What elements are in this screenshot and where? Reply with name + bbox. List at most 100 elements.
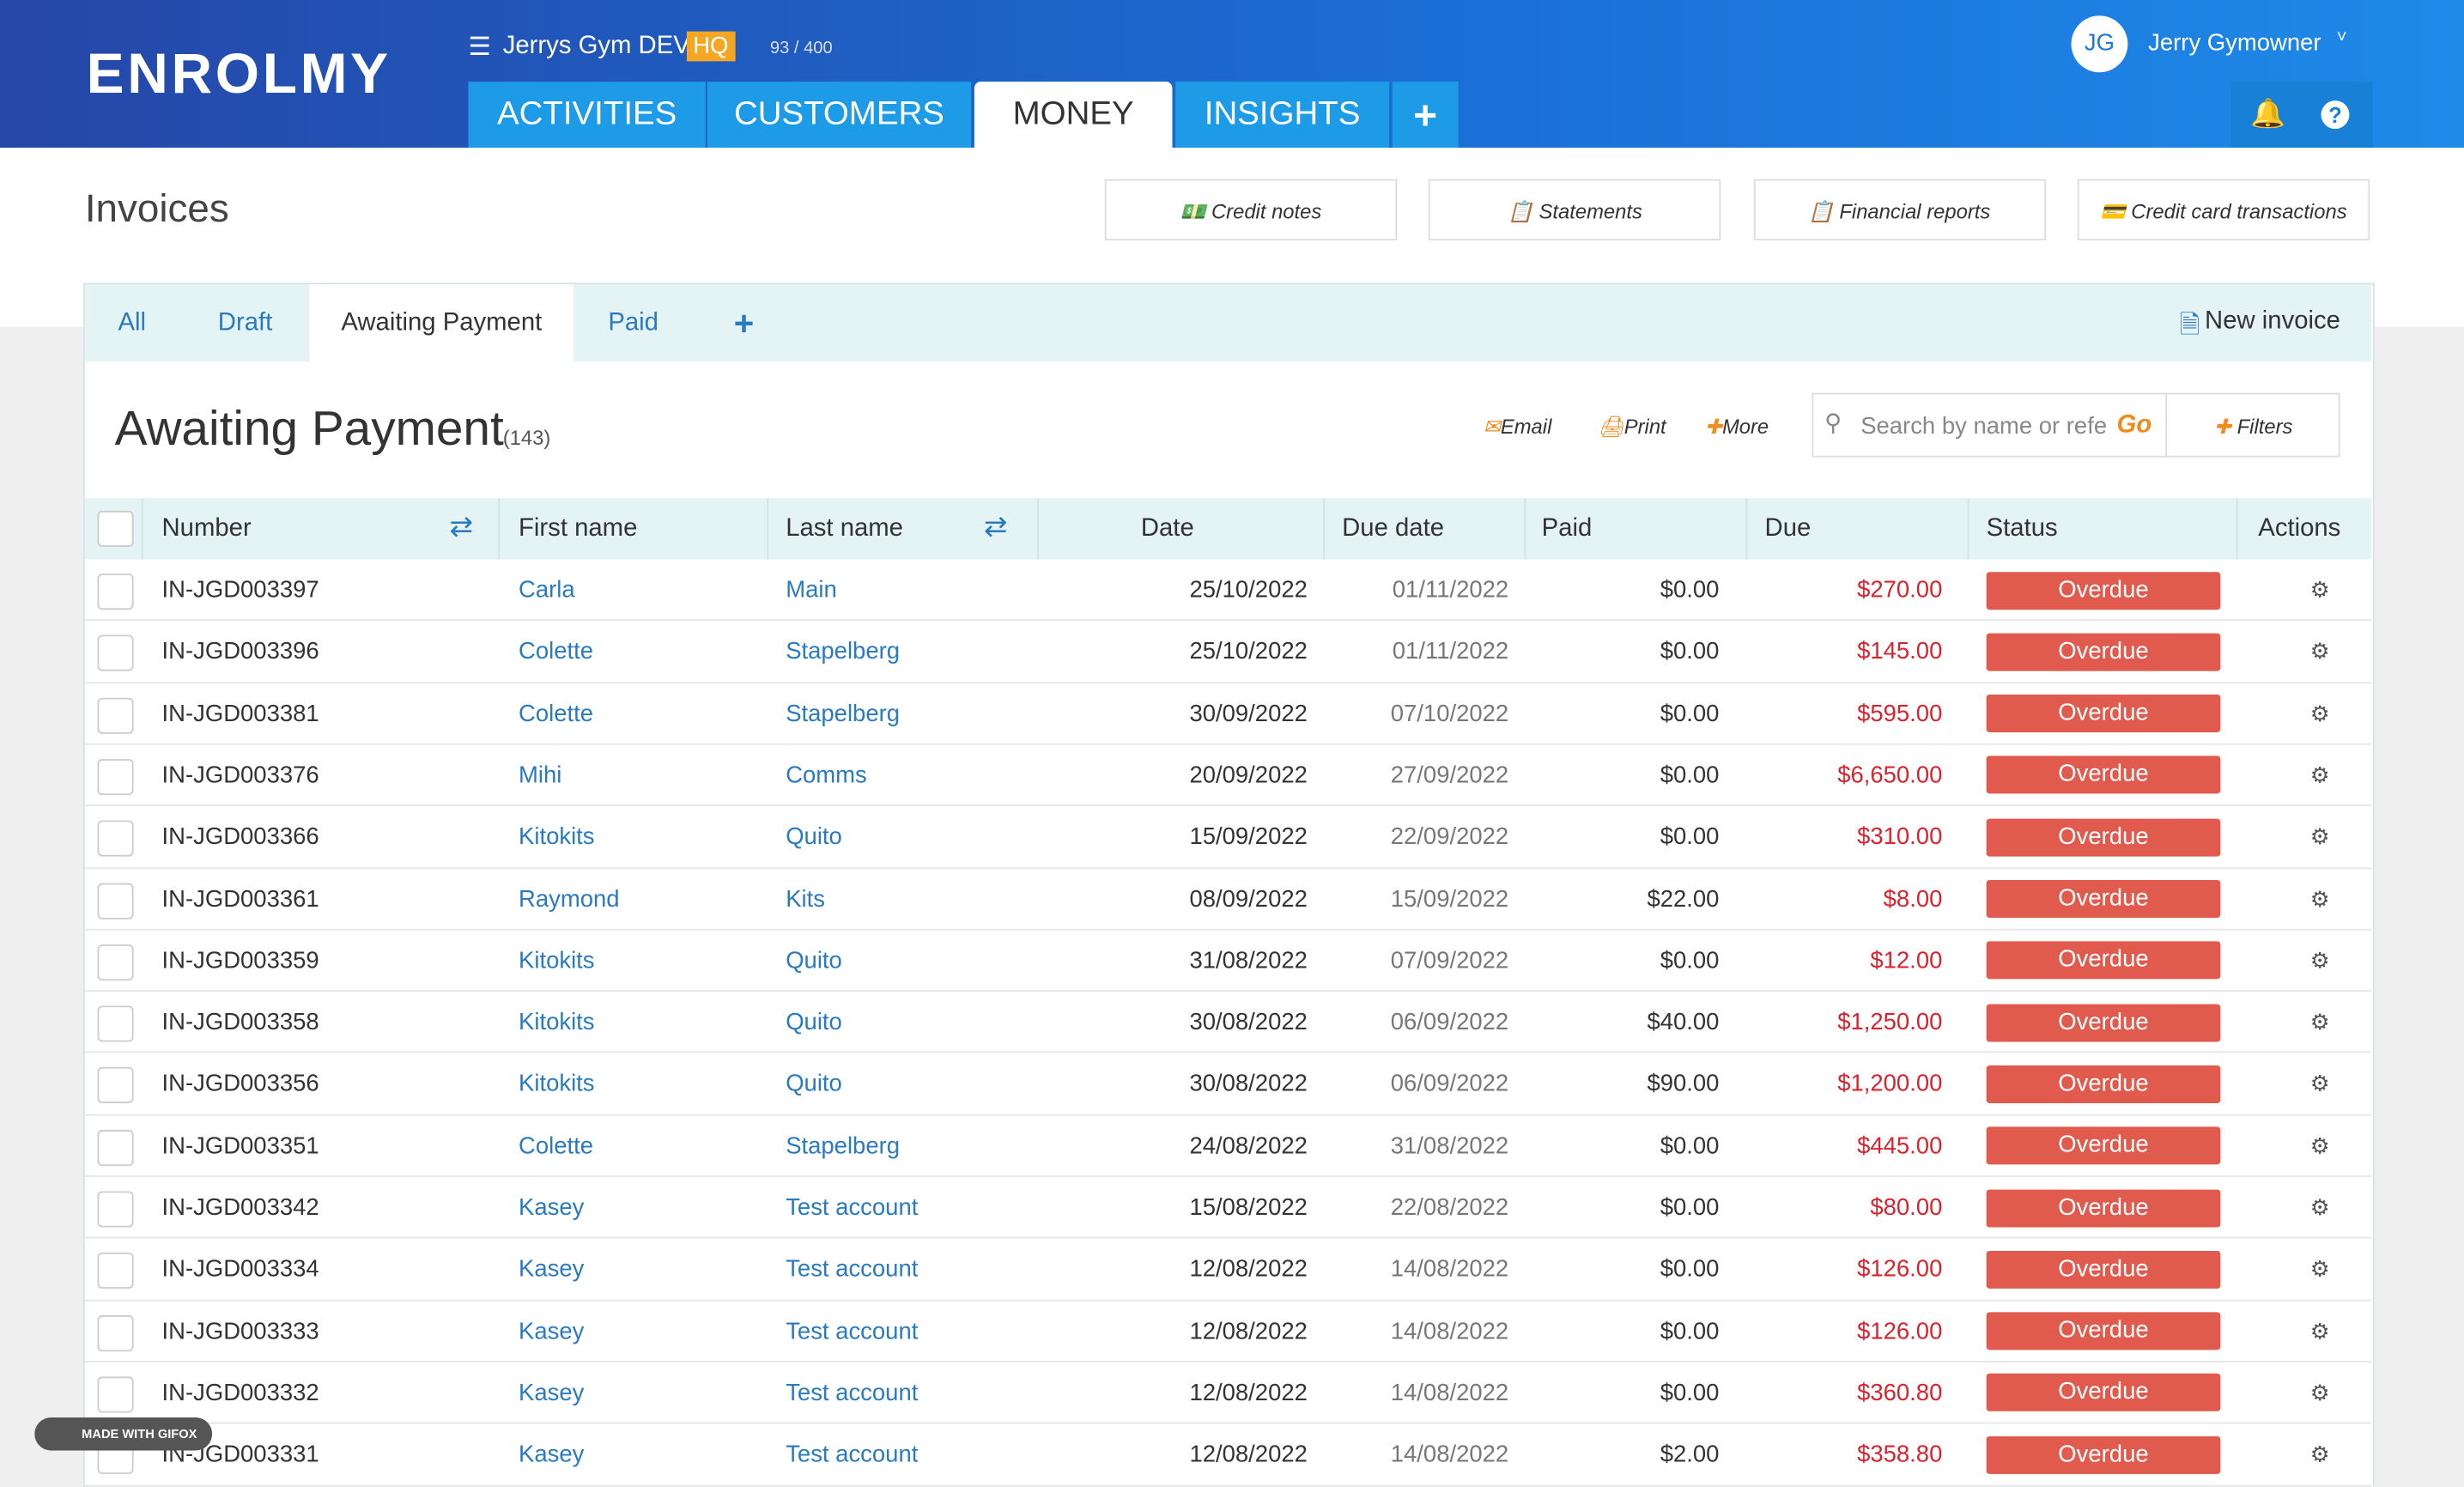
last-name[interactable]: Kits [786,885,825,913]
first-name[interactable]: Carla [519,576,575,604]
menu-icon[interactable]: ☰ [468,34,491,62]
search-placeholder[interactable]: Search by name or refe [1860,413,2108,440]
last-name[interactable]: Test account [786,1256,919,1284]
search-box[interactable] [1812,392,2340,458]
row-checkbox[interactable] [97,1067,134,1104]
invoice-number[interactable]: IN-JGD003334 [161,1256,319,1284]
nav-tab[interactable]: MONEY [974,82,1173,149]
row-checkbox[interactable] [97,696,134,734]
row-actions[interactable]: ⚙ [2309,1256,2330,1282]
last-name[interactable]: Stapelberg [786,1132,901,1160]
row-checkbox[interactable] [97,574,134,610]
row-checkbox[interactable] [97,1129,134,1166]
first-name[interactable]: Kasey [519,1317,585,1345]
row-actions[interactable]: ⚙ [2309,1132,2330,1158]
invoice-number[interactable]: IN-JGD003381 [161,700,319,727]
row-actions[interactable]: ⚙ [2309,638,2330,664]
new-invoice[interactable]: New invoice [2205,307,2340,335]
first-name[interactable]: Kitokits [519,947,595,974]
first-name[interactable]: Kitokits [519,1009,595,1036]
first-name[interactable]: Kitokits [519,1071,595,1098]
first-name[interactable]: Mihi [519,762,562,789]
toolbar-action[interactable]: ✚More [1705,415,1769,440]
row-checkbox[interactable] [97,758,134,795]
invoice-number[interactable]: IN-JGD003356 [161,1071,319,1098]
invoice-number[interactable]: IN-JGD003396 [161,638,319,665]
row-actions[interactable]: ⚙ [2309,1317,2330,1344]
nav-tab[interactable]: INSIGHTS [1175,82,1390,149]
go-button[interactable]: Go [2116,411,2152,439]
filter-tab[interactable]: Paid [608,309,658,337]
first-name[interactable]: Kasey [519,1194,585,1222]
last-name[interactable]: Stapelberg [786,638,901,665]
filters[interactable]: ✚ Filters [2214,415,2293,439]
select-all[interactable] [97,510,134,547]
invoice-number[interactable]: IN-JGD003351 [161,1132,319,1160]
filter-tab[interactable]: Awaiting Payment [309,284,574,363]
action-button[interactable]: 📋 Statements [1429,179,1721,241]
row-checkbox[interactable] [97,944,134,980]
last-name[interactable]: Test account [786,1194,919,1222]
invoice-number[interactable]: IN-JGD003342 [161,1194,319,1222]
add-filter-tab[interactable]: + [733,303,755,343]
row-actions[interactable]: ⚙ [2309,1194,2330,1220]
row-actions[interactable]: ⚙ [2309,1441,2330,1467]
add-tab[interactable]: + [1392,82,1459,149]
row-checkbox[interactable] [97,1191,134,1228]
org-name[interactable]: Jerrys Gym DEV [502,33,690,60]
row-checkbox[interactable] [97,1376,134,1413]
invoice-number[interactable]: IN-JGD003361 [161,885,319,913]
invoice-number[interactable]: IN-JGD003332 [161,1379,319,1407]
row-checkbox[interactable] [97,1253,134,1290]
last-name[interactable]: Comms [786,762,867,789]
invoice-number[interactable]: IN-JGD003359 [161,947,319,974]
help-icon[interactable]: ? [2321,100,2350,130]
first-name[interactable]: Colette [519,700,594,727]
invoice-number[interactable]: IN-JGD003376 [161,762,319,789]
first-name[interactable]: Colette [519,1132,594,1160]
row-actions[interactable]: ⚙ [2309,1071,2330,1096]
action-button[interactable]: 💵 Credit notes [1104,179,1398,241]
sort-icon[interactable]: ⇄ [449,510,474,543]
last-name[interactable]: Test account [786,1317,919,1345]
row-checkbox[interactable] [97,1005,134,1042]
invoice-number[interactable]: IN-JGD003397 [161,576,319,604]
invoice-number[interactable]: IN-JGD003333 [161,1317,319,1345]
sort-icon[interactable]: ⇄ [983,510,1008,543]
avatar[interactable]: JG [2071,15,2128,73]
row-actions[interactable]: ⚙ [2309,762,2330,787]
row-checkbox[interactable] [97,635,134,672]
row-actions[interactable]: ⚙ [2309,576,2330,603]
filter-tab[interactable]: Draft [217,309,273,337]
first-name[interactable]: Kasey [519,1256,585,1284]
row-actions[interactable]: ⚙ [2309,947,2330,973]
last-name[interactable]: Quito [786,1071,842,1098]
row-checkbox[interactable] [97,1314,134,1351]
invoice-number[interactable]: IN-JGD003358 [161,1009,319,1036]
first-name[interactable]: Kasey [519,1379,585,1407]
last-name[interactable]: Test account [786,1379,919,1407]
row-actions[interactable]: ⚙ [2309,885,2330,911]
row-actions[interactable]: ⚙ [2309,823,2330,849]
row-checkbox[interactable] [97,820,134,857]
filter-tab[interactable]: All [118,309,147,337]
last-name[interactable]: Main [786,576,837,604]
first-name[interactable]: Raymond [519,885,620,913]
nav-tab[interactable]: CUSTOMERS [707,82,972,149]
last-name[interactable]: Test account [786,1441,919,1468]
row-actions[interactable]: ⚙ [2309,700,2330,725]
first-name[interactable]: Kasey [519,1441,585,1468]
first-name[interactable]: Kitokits [519,823,595,851]
action-button[interactable]: 💳 Credit card transactions [2077,179,2370,241]
invoice-number[interactable]: IN-JGD003366 [161,823,319,851]
last-name[interactable]: Quito [786,823,842,851]
last-name[interactable]: Quito [786,1009,842,1036]
row-checkbox[interactable] [97,882,134,919]
logo[interactable]: ENROLMY [86,40,391,106]
row-actions[interactable]: ⚙ [2309,1009,2330,1035]
row-actions[interactable]: ⚙ [2309,1379,2330,1405]
last-name[interactable]: Stapelberg [786,700,901,727]
nav-tab[interactable]: ACTIVITIES [468,82,706,149]
user-caret[interactable]: ˅ [2336,27,2347,47]
action-button[interactable]: 📋 Financial reports [1752,179,2046,241]
